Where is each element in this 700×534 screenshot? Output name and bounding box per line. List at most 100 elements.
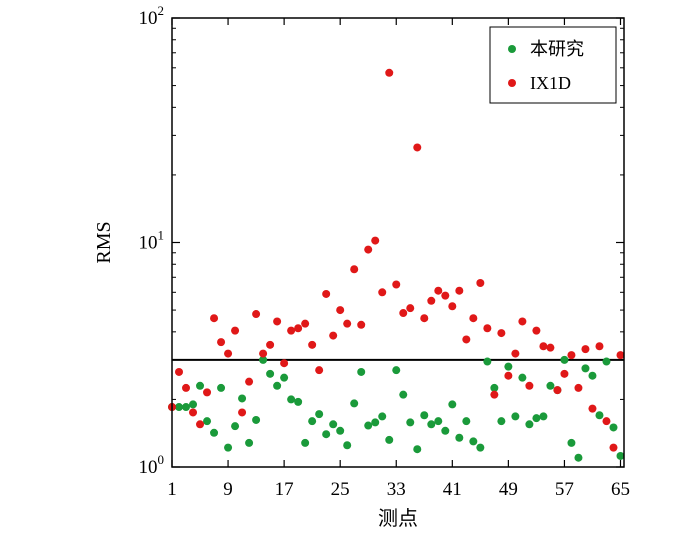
- data-point: [182, 403, 191, 412]
- data-point: [406, 304, 415, 313]
- data-point: [224, 349, 233, 358]
- data-point: [476, 443, 485, 452]
- data-point: [567, 351, 576, 360]
- data-point: [301, 319, 310, 328]
- data-point: [280, 373, 289, 382]
- data-point: [259, 355, 268, 364]
- x-tick-label: 57: [555, 479, 574, 500]
- data-point: [490, 390, 499, 399]
- data-point: [504, 371, 513, 380]
- y-axis-title: RMS: [93, 221, 115, 263]
- data-point: [364, 421, 373, 430]
- data-point: [525, 420, 534, 429]
- data-point: [322, 289, 331, 298]
- data-point: [329, 420, 338, 429]
- data-point: [560, 369, 569, 378]
- data-point: [238, 408, 247, 417]
- data-point: [441, 291, 450, 300]
- data-point: [245, 377, 254, 386]
- y-tick-exponent: 2: [158, 3, 165, 18]
- data-point: [399, 309, 408, 318]
- data-point: [371, 418, 380, 427]
- y-tick-exponent: 0: [158, 452, 165, 467]
- data-point: [455, 433, 464, 442]
- x-axis-title: 测点: [378, 507, 418, 530]
- data-point: [217, 383, 226, 392]
- y-tick-label: 101: [139, 228, 165, 254]
- data-point: [483, 324, 492, 333]
- data-point: [462, 417, 471, 426]
- data-point: [357, 320, 366, 329]
- data-point: [574, 383, 583, 392]
- data-point: [434, 417, 443, 426]
- data-point: [238, 394, 247, 403]
- data-point: [294, 397, 303, 406]
- data-point: [392, 366, 401, 375]
- data-point: [343, 319, 352, 328]
- x-tick-label: 49: [499, 479, 518, 500]
- data-point: [287, 326, 296, 335]
- data-point: [273, 381, 282, 390]
- data-point: [343, 441, 352, 450]
- x-tick-label: 9: [223, 479, 233, 500]
- data-point: [518, 373, 527, 382]
- data-point: [588, 404, 597, 413]
- data-point: [581, 345, 590, 354]
- data-point: [252, 415, 261, 424]
- data-point: [434, 286, 443, 295]
- legend-marker: [508, 45, 516, 53]
- data-point: [245, 438, 254, 447]
- data-point: [497, 329, 506, 338]
- data-point: [581, 364, 590, 373]
- data-point: [259, 349, 268, 358]
- x-tick-label: 1: [167, 479, 177, 500]
- data-point: [455, 286, 464, 295]
- data-point: [546, 381, 555, 390]
- data-point: [616, 451, 625, 460]
- data-point: [595, 411, 604, 420]
- y-tick-exponent: 1: [158, 228, 165, 243]
- data-point: [329, 331, 338, 340]
- data-point: [175, 367, 184, 376]
- data-point: [448, 400, 457, 409]
- legend-marker: [508, 79, 516, 87]
- x-tick-label: 65: [611, 479, 630, 500]
- data-point: [252, 310, 261, 319]
- data-point: [196, 381, 205, 390]
- data-point: [609, 423, 618, 432]
- data-point: [378, 288, 387, 297]
- data-point: [441, 426, 450, 435]
- data-point: [350, 399, 359, 408]
- data-point: [336, 306, 345, 315]
- data-point: [609, 443, 618, 452]
- data-point: [497, 417, 506, 426]
- data-point: [189, 400, 198, 409]
- data-point: [476, 279, 485, 288]
- data-point: [413, 143, 422, 152]
- data-point: [469, 437, 478, 446]
- data-point: [392, 280, 401, 289]
- data-point: [567, 438, 576, 447]
- y-tick-base: 10: [139, 233, 158, 254]
- data-point: [336, 426, 345, 435]
- data-point: [280, 359, 289, 368]
- data-point: [420, 314, 429, 323]
- data-point: [399, 390, 408, 399]
- data-point: [539, 342, 548, 351]
- data-point: [525, 381, 534, 390]
- data-point: [203, 388, 212, 397]
- data-point: [483, 357, 492, 366]
- data-point: [560, 355, 569, 364]
- series-ix1d: [168, 68, 625, 452]
- data-point: [315, 410, 324, 419]
- data-point: [175, 403, 184, 412]
- data-point: [210, 428, 219, 437]
- data-point: [189, 408, 198, 417]
- plot-area: [168, 68, 625, 462]
- y-tick-label: 102: [139, 3, 165, 29]
- data-point: [427, 296, 436, 305]
- data-point: [385, 435, 394, 444]
- data-point: [357, 367, 366, 376]
